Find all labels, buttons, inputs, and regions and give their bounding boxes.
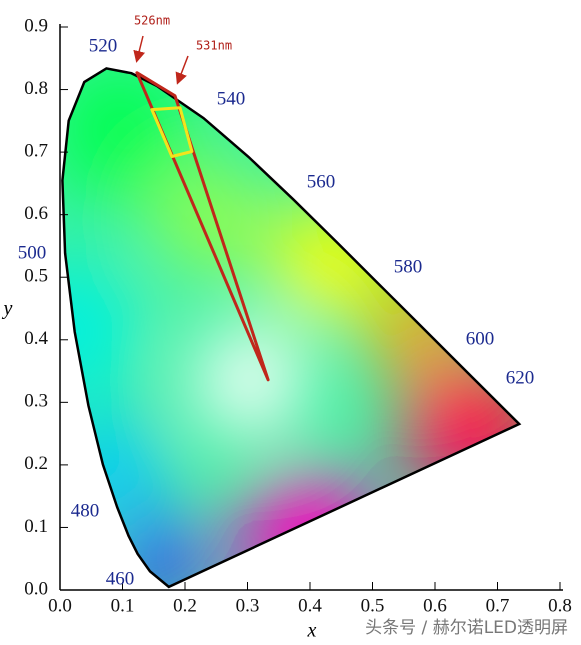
wavelength-label: 460: [106, 568, 135, 589]
watermark: 头条号 / 赫尔诺LED透明屏: [365, 618, 568, 638]
wavelength-label: 620: [506, 367, 535, 388]
fill-blob: [270, 200, 390, 320]
x-tick-label: 0.5: [361, 595, 385, 616]
gamut-region: [150, 106, 194, 158]
x-axis-label: x: [307, 620, 317, 642]
y-tick-label: 0.3: [24, 391, 48, 412]
annotation: 526nm: [134, 14, 170, 28]
wavelength-label: 480: [71, 500, 100, 521]
y-tick-label: 0.6: [24, 203, 48, 224]
y-tick-label: 0.7: [24, 140, 48, 161]
y-tick-label: 0.8: [24, 78, 48, 99]
x-tick-label: 0.7: [486, 595, 510, 616]
spectral-locus: [61, 67, 522, 589]
gamut-region: [135, 71, 270, 382]
y-tick-label: 0.9: [24, 15, 48, 36]
fill-blob: [195, 325, 305, 435]
wavelength-label: 520: [89, 35, 118, 56]
fill-blob: [62, 68, 190, 200]
fill-blob: [160, 170, 260, 270]
fill-blob: [115, 515, 205, 587]
wavelength-label: 580: [394, 256, 423, 277]
annotation-arrow: [175, 55, 189, 85]
fill-blob: [370, 280, 470, 380]
x-tick-label: 0.6: [423, 595, 447, 616]
wavelength-label: 500: [18, 242, 47, 263]
x-tick-label: 0.8: [548, 595, 572, 616]
x-tick-label: 0.3: [236, 595, 260, 616]
wavelength-label: 600: [466, 328, 495, 349]
annotation-arrow: [133, 35, 146, 63]
wavelength-label: 540: [217, 88, 246, 109]
fill-blob: [62, 260, 140, 400]
y-tick-label: 0.5: [24, 266, 48, 287]
y-tick-label: 0.1: [24, 516, 48, 537]
x-tick-label: 0.4: [298, 595, 322, 616]
annotation: 531nm: [196, 39, 232, 53]
y-tick-label: 0.2: [24, 453, 48, 474]
y-tick-label: 0.0: [24, 578, 48, 599]
x-tick-label: 0.2: [173, 595, 197, 616]
x-tick-label: 0.0: [48, 595, 72, 616]
y-tick-label: 0.4: [24, 328, 48, 349]
x-tick-label: 0.1: [111, 595, 135, 616]
y-axis-label: y: [2, 298, 13, 320]
wavelength-label: 560: [307, 171, 336, 192]
